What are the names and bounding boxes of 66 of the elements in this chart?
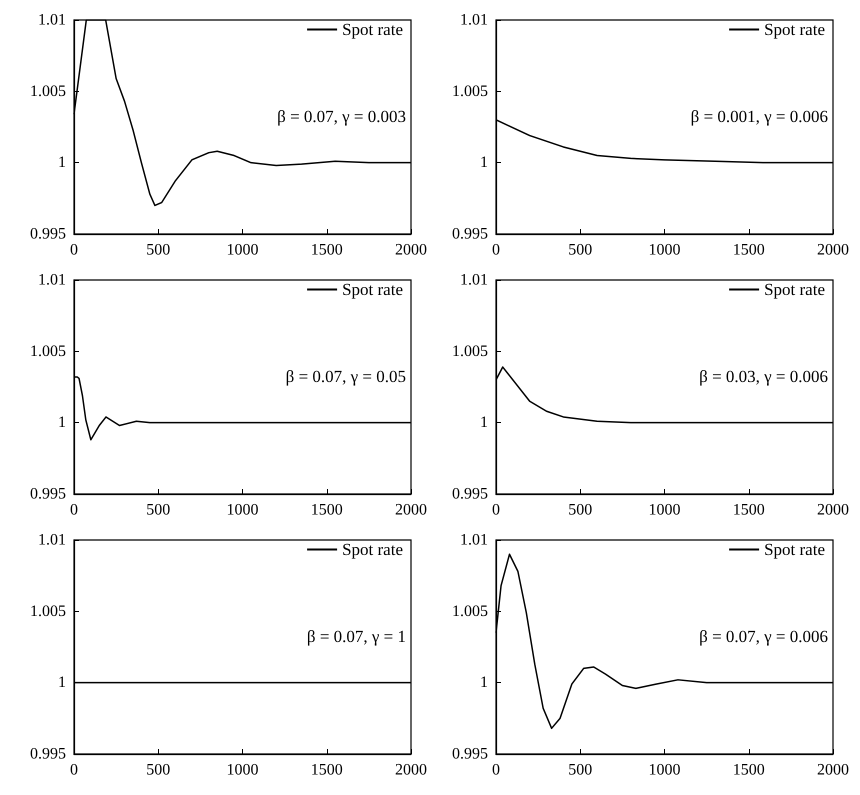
- x-tick-label: 0: [70, 502, 78, 518]
- annotation: β = 0.07, γ = 0.006: [699, 627, 828, 646]
- y-tick-label: 0.995: [452, 486, 488, 502]
- x-tick-label: 1500: [732, 502, 765, 518]
- y-tick-label: 1: [480, 154, 488, 172]
- x-tick-label: 1000: [648, 242, 680, 258]
- annotation: β = 0.07, γ = 1: [306, 627, 406, 646]
- legend-label: Spot rate: [764, 280, 826, 299]
- x-tick-label: 1000: [648, 502, 680, 518]
- y-tick-label: 1: [480, 414, 488, 432]
- x-tick-label: 1000: [648, 762, 680, 778]
- y-tick-label: 0.995: [452, 226, 488, 242]
- x-tick-label: 2000: [395, 242, 427, 258]
- y-tick-label: 1.005: [452, 342, 488, 360]
- x-tick-label: 1000: [226, 242, 258, 258]
- x-tick-label: 1000: [226, 762, 258, 778]
- x-tick-label: 0: [492, 502, 500, 518]
- annotation: β = 0.03, γ = 0.006: [699, 367, 828, 386]
- y-tick-label: 1: [58, 154, 66, 172]
- x-tick-label: 2000: [817, 762, 849, 778]
- x-tick-label: 0: [492, 242, 500, 258]
- y-tick-label: 1.01: [460, 272, 488, 288]
- annotation: β = 0.07, γ = 0.003: [277, 107, 406, 126]
- x-tick-label: 0: [70, 242, 78, 258]
- y-tick-label: 1.01: [38, 272, 66, 288]
- y-tick-label: 1.005: [452, 82, 488, 100]
- x-tick-label: 1500: [310, 242, 343, 258]
- x-tick-label: 1500: [310, 762, 343, 778]
- x-tick-label: 2000: [817, 242, 849, 258]
- x-tick-label: 1000: [226, 502, 258, 518]
- legend-label: Spot rate: [342, 280, 404, 299]
- x-tick-label: 2000: [395, 502, 427, 518]
- x-tick-label: 500: [568, 242, 592, 258]
- x-tick-label: 0: [70, 762, 78, 778]
- x-tick-label: 500: [146, 762, 170, 778]
- x-tick-label: 2000: [817, 502, 849, 518]
- x-tick-label: 1500: [310, 502, 343, 518]
- x-tick-label: 0: [492, 762, 500, 778]
- y-tick-label: 1.005: [30, 82, 66, 100]
- x-tick-label: 500: [568, 762, 592, 778]
- x-tick-label: 500: [146, 242, 170, 258]
- x-tick-label: 500: [568, 502, 592, 518]
- annotation: β = 0.07, γ = 0.05: [286, 367, 406, 386]
- y-tick-label: 1.005: [30, 342, 66, 360]
- legend-label: Spot rate: [342, 540, 404, 559]
- legend-label: Spot rate: [764, 540, 826, 559]
- y-tick-label: 1.005: [30, 602, 66, 620]
- y-tick-label: 1.01: [460, 12, 488, 28]
- legend-label: Spot rate: [342, 20, 404, 39]
- y-tick-label: 0.995: [30, 226, 66, 242]
- y-tick-label: 1: [480, 674, 488, 692]
- y-tick-label: 1.01: [38, 532, 66, 548]
- x-tick-label: 1500: [732, 762, 765, 778]
- y-tick-label: 0.995: [30, 746, 66, 762]
- y-tick-label: 1.005: [452, 602, 488, 620]
- y-tick-label: 0.995: [30, 486, 66, 502]
- y-tick-label: 1.01: [38, 12, 66, 28]
- y-tick-label: 1: [58, 414, 66, 432]
- annotation: β = 0.001, γ = 0.006: [690, 107, 828, 126]
- x-tick-label: 1500: [732, 242, 765, 258]
- legend-label: Spot rate: [764, 20, 826, 39]
- y-tick-label: 1: [58, 674, 66, 692]
- y-tick-label: 0.995: [452, 746, 488, 762]
- x-tick-label: 2000: [395, 762, 427, 778]
- x-tick-label: 500: [146, 502, 170, 518]
- y-tick-label: 1.01: [460, 532, 488, 548]
